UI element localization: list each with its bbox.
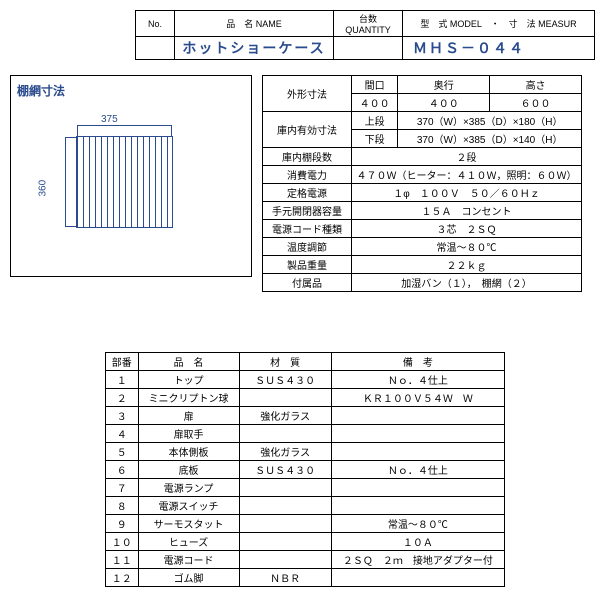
parts-note-4 xyxy=(331,443,504,461)
spec-value-6: ２２ｋｇ xyxy=(352,256,582,274)
parts-name-11: ゴム脚 xyxy=(138,569,239,587)
parts-num-11: １２ xyxy=(106,569,139,587)
header-table: No. 品 名 NAME 台数 QUANTITY 型 式 MODEL ・ 寸 法… xyxy=(135,10,595,60)
spec-inner-tier1: 下段 xyxy=(352,130,398,148)
parts-name-3: 扉取手 xyxy=(138,425,239,443)
parts-mat-6 xyxy=(239,479,331,497)
spec-dim-val1: ４００ xyxy=(398,94,490,112)
parts-mat-7 xyxy=(239,497,331,515)
parts-mat-4: 強化ガラス xyxy=(239,443,331,461)
parts-num-0: １ xyxy=(106,371,139,389)
parts-name-1: ミニクリプトン球 xyxy=(138,389,239,407)
parts-note-0: Ｎｏ．４仕上 xyxy=(331,371,504,389)
shelf-diagram: 棚網寸法 375 360 xyxy=(10,75,252,277)
parts-table: 部番 品 名 材 質 備 考 １トップＳＵＳ４３０Ｎｏ．４仕上２ミニクリプトン球… xyxy=(105,352,505,587)
parts-num-3: ４ xyxy=(106,425,139,443)
parts-mat-1 xyxy=(239,389,331,407)
spec-label-1: 消費電力 xyxy=(263,166,352,184)
parts-name-2: 扉 xyxy=(138,407,239,425)
parts-num-6: ７ xyxy=(106,479,139,497)
parts-mat-2: 強化ガラス xyxy=(239,407,331,425)
parts-note-10: ２ＳＱ ２ｍ 接地アダプター付 xyxy=(331,551,504,569)
parts-mat-5: ＳＵＳ４３０ xyxy=(239,461,331,479)
parts-num-9: １０ xyxy=(106,533,139,551)
shelf-width: 375 xyxy=(101,114,118,125)
spec-value-7: 加湿バン（１）， 棚網（２） xyxy=(352,274,582,292)
hdr-qty-label: 台数 QUANTITY xyxy=(334,11,403,37)
parts-num-2: ３ xyxy=(106,407,139,425)
parts-num-7: ８ xyxy=(106,497,139,515)
parts-hdr-0: 部番 xyxy=(106,353,139,371)
spec-label-5: 温度調節 xyxy=(263,238,352,256)
parts-mat-8 xyxy=(239,515,331,533)
hdr-model-val: ＭＨＳ－０４４ xyxy=(403,37,595,60)
spec-inner-val1: 370（W）×385（D）×140（H） xyxy=(398,130,582,148)
spec-value-0: ２段 xyxy=(352,148,582,166)
parts-name-7: 電源スイッチ xyxy=(138,497,239,515)
parts-note-1: ＫＲ１００Ｖ５４Ｗ Ｗ xyxy=(331,389,504,407)
parts-mat-0: ＳＵＳ４３０ xyxy=(239,371,331,389)
parts-mat-9 xyxy=(239,533,331,551)
parts-note-7 xyxy=(331,497,504,515)
hdr-model-label: 型 式 MODEL ・ 寸 法 MEASUR xyxy=(403,11,595,37)
parts-note-9: １０Ａ xyxy=(331,533,504,551)
hdr-no-label: No. xyxy=(136,11,175,37)
hdr-no-val xyxy=(136,37,175,60)
parts-hdr-1: 品 名 xyxy=(138,353,239,371)
parts-num-1: ２ xyxy=(106,389,139,407)
spec-label-4: 電源コード種類 xyxy=(263,220,352,238)
parts-name-9: ヒューズ xyxy=(138,533,239,551)
spec-label-2: 定格電源 xyxy=(263,184,352,202)
spec-value-3: １５Ａ コンセント xyxy=(352,202,582,220)
spec-label-0: 庫内棚段数 xyxy=(263,148,352,166)
parts-hdr-2: 材 質 xyxy=(239,353,331,371)
parts-name-0: トップ xyxy=(138,371,239,389)
shelf-height: 360 xyxy=(38,180,49,197)
spec-inner-tier0: 上段 xyxy=(352,112,398,130)
spec-label-6: 製品重量 xyxy=(263,256,352,274)
parts-note-6 xyxy=(331,479,504,497)
parts-name-4: 本体側板 xyxy=(138,443,239,461)
spec-dim-col2: 高さ xyxy=(490,76,582,94)
parts-mat-11: ＮＢＲ xyxy=(239,569,331,587)
spec-label-7: 付属品 xyxy=(263,274,352,292)
parts-num-10: １１ xyxy=(106,551,139,569)
spec-dim-label: 外形寸法 xyxy=(263,76,352,112)
parts-name-8: サーモスタット xyxy=(138,515,239,533)
parts-hdr-3: 備 考 xyxy=(331,353,504,371)
parts-num-5: ６ xyxy=(106,461,139,479)
parts-note-8: 常温～８０℃ xyxy=(331,515,504,533)
shelf-grate-icon xyxy=(76,136,173,228)
hdr-name-label: 品 名 NAME xyxy=(175,11,334,37)
spec-label-3: 手元開閉器容量 xyxy=(263,202,352,220)
parts-num-8: ９ xyxy=(106,515,139,533)
hdr-name-val: ホットショーケース xyxy=(175,37,334,60)
shelf-title: 棚網寸法 xyxy=(17,82,65,99)
parts-name-10: 電源コード xyxy=(138,551,239,569)
spec-value-4: ３芯 ２ＳＱ xyxy=(352,220,582,238)
spec-dim-col1: 奥行 xyxy=(398,76,490,94)
parts-mat-3 xyxy=(239,425,331,443)
parts-note-5: Ｎｏ．４仕上 xyxy=(331,461,504,479)
parts-note-2 xyxy=(331,407,504,425)
spec-dim-val0: ４００ xyxy=(352,94,398,112)
parts-note-3 xyxy=(331,425,504,443)
parts-name-5: 底板 xyxy=(138,461,239,479)
spec-inner-val0: 370（W）×385（D）×180（H） xyxy=(398,112,582,130)
parts-mat-10 xyxy=(239,551,331,569)
spec-table: 外形寸法 間口 奥行 高さ ４００ ４００ ６００ 庫内有効寸法 上段 370（… xyxy=(262,75,582,292)
spec-dim-col0: 間口 xyxy=(352,76,398,94)
parts-name-6: 電源ランプ xyxy=(138,479,239,497)
parts-num-4: ５ xyxy=(106,443,139,461)
spec-value-5: 常温～８０℃ xyxy=(352,238,582,256)
spec-value-1: ４７０Ｗ（ヒーター：４１０Ｗ，照明：６０Ｗ） xyxy=(352,166,582,184)
hdr-qty-val xyxy=(334,37,403,60)
spec-value-2: １φ １００Ｖ ５０／６０Ｈｚ xyxy=(352,184,582,202)
spec-inner-label: 庫内有効寸法 xyxy=(263,112,352,148)
spec-dim-val2: ６００ xyxy=(490,94,582,112)
parts-note-11 xyxy=(331,569,504,587)
